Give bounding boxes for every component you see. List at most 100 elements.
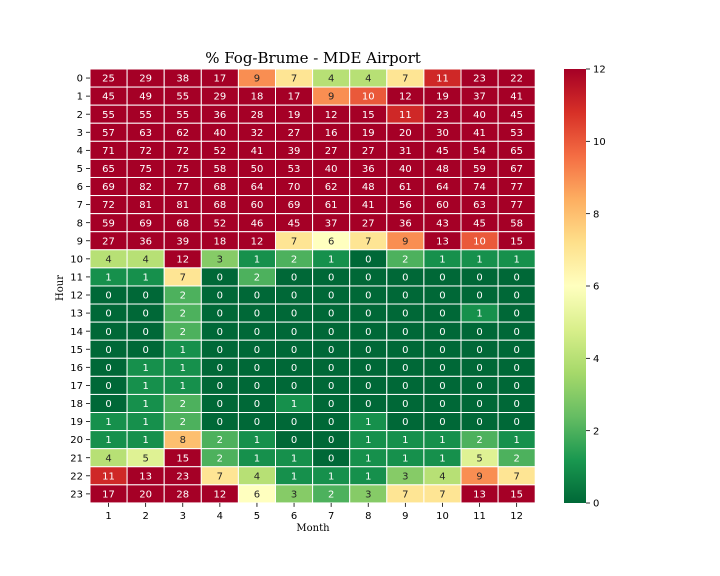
cell-value-label: 1: [291, 471, 297, 482]
cell-value-label: 60: [251, 200, 264, 211]
cell-value-label: 0: [476, 363, 482, 374]
cell-value-label: 0: [254, 381, 260, 392]
x-tick-label: 4: [217, 511, 223, 522]
cell-value-label: 0: [105, 399, 111, 410]
cell-value-label: 1: [291, 453, 297, 464]
cell-value-label: 7: [402, 489, 408, 500]
cell-value-label: 38: [176, 74, 189, 85]
cell-value-label: 27: [362, 146, 375, 157]
cell-value-label: 0: [291, 417, 297, 428]
cell-value-label: 1: [439, 435, 445, 446]
cell-value-label: 23: [176, 471, 189, 482]
cell-value-label: 52: [213, 146, 226, 157]
cell-value-label: 55: [176, 92, 189, 103]
cell-value-label: 0: [476, 381, 482, 392]
cell-value-label: 0: [328, 363, 334, 374]
cell-value-label: 0: [476, 345, 482, 356]
cell-value-label: 0: [402, 273, 408, 284]
cell-value-label: 0: [217, 399, 223, 410]
y-tick-label: 15: [70, 345, 83, 356]
cell-value-label: 17: [213, 74, 226, 85]
cell-value-label: 69: [288, 200, 301, 211]
cell-value-label: 62: [325, 182, 338, 193]
cell-value-label: 1: [402, 435, 408, 446]
y-tick-label: 2: [77, 110, 83, 121]
x-tick-label: 7: [328, 511, 334, 522]
y-tick-label: 10: [70, 254, 83, 265]
cell-value-label: 72: [102, 200, 115, 211]
cell-value-label: 69: [139, 218, 152, 229]
cell-value-label: 1: [142, 399, 148, 410]
y-tick-label: 19: [70, 417, 83, 428]
cell-value-label: 32: [251, 128, 264, 139]
y-tick-label: 23: [70, 489, 83, 500]
cell-value-label: 7: [365, 236, 371, 247]
cell-value-label: 0: [105, 363, 111, 374]
cell-value-label: 36: [399, 218, 412, 229]
cell-value-label: 64: [436, 182, 449, 193]
cell-value-label: 12: [325, 110, 338, 121]
cell-value-label: 1: [365, 453, 371, 464]
y-tick-label: 5: [77, 164, 83, 175]
cell-value-label: 36: [362, 164, 375, 175]
cell-value-label: 27: [102, 236, 115, 247]
y-tick-label: 14: [70, 327, 83, 338]
cell-value-label: 3: [365, 489, 371, 500]
cell-value-label: 45: [102, 92, 115, 103]
cell-value-label: 19: [362, 128, 375, 139]
x-axis-label: Month: [296, 523, 330, 534]
cell-value-label: 0: [328, 381, 334, 392]
cell-value-label: 45: [288, 218, 301, 229]
cell-value-label: 0: [402, 363, 408, 374]
cell-value-label: 77: [176, 182, 189, 193]
y-tick-label: 0: [77, 74, 83, 85]
cell-value-label: 1: [365, 471, 371, 482]
cell-value-label: 4: [439, 471, 445, 482]
cell-value-label: 7: [180, 273, 186, 284]
colorbar-ticks: 0 2 4 6 8 10 12: [586, 65, 606, 510]
cell-value-label: 77: [510, 200, 523, 211]
cell-value-label: 0: [439, 381, 445, 392]
cell-value-label: 0: [142, 345, 148, 356]
cell-value-label: 9: [328, 92, 334, 103]
cell-value-label: 23: [436, 110, 449, 121]
cell-value-label: 70: [288, 182, 301, 193]
cell-value-label: 0: [254, 345, 260, 356]
cell-value-label: 2: [180, 417, 186, 428]
cell-value-label: 0: [142, 291, 148, 302]
cell-value-label: 12: [213, 489, 226, 500]
colorbar: [564, 69, 586, 503]
cell-value-label: 0: [328, 291, 334, 302]
cell-value-label: 36: [139, 236, 152, 247]
y-tick-label: 18: [70, 399, 83, 410]
y-tick-label: 4: [77, 146, 83, 157]
cell-value-label: 2: [476, 435, 482, 446]
cell-value-label: 1: [439, 453, 445, 464]
cell-value-label: 0: [513, 363, 519, 374]
cell-value-label: 57: [102, 128, 115, 139]
x-tick-label: 1: [105, 511, 111, 522]
cell-value-label: 4: [105, 254, 111, 265]
cell-value-label: 1: [439, 254, 445, 265]
cell-value-label: 0: [142, 327, 148, 338]
cell-value-label: 2: [180, 309, 186, 320]
cell-value-label: 75: [139, 164, 152, 175]
cell-value-label: 55: [139, 110, 152, 121]
cell-value-label: 1: [180, 345, 186, 356]
cell-value-label: 29: [213, 92, 226, 103]
cell-value-label: 0: [291, 327, 297, 338]
cell-value-label: 0: [328, 273, 334, 284]
cell-value-label: 30: [436, 128, 449, 139]
cell-value-label: 1: [105, 273, 111, 284]
cell-value-label: 0: [254, 291, 260, 302]
cell-value-label: 37: [473, 92, 486, 103]
cell-value-label: 54: [473, 146, 486, 157]
cell-value-label: 0: [365, 345, 371, 356]
cell-value-label: 1: [254, 435, 260, 446]
cell-value-label: 10: [362, 92, 375, 103]
cell-value-label: 0: [291, 435, 297, 446]
cell-value-label: 0: [291, 345, 297, 356]
cell-value-label: 2: [217, 453, 223, 464]
cell-value-label: 3: [402, 471, 408, 482]
